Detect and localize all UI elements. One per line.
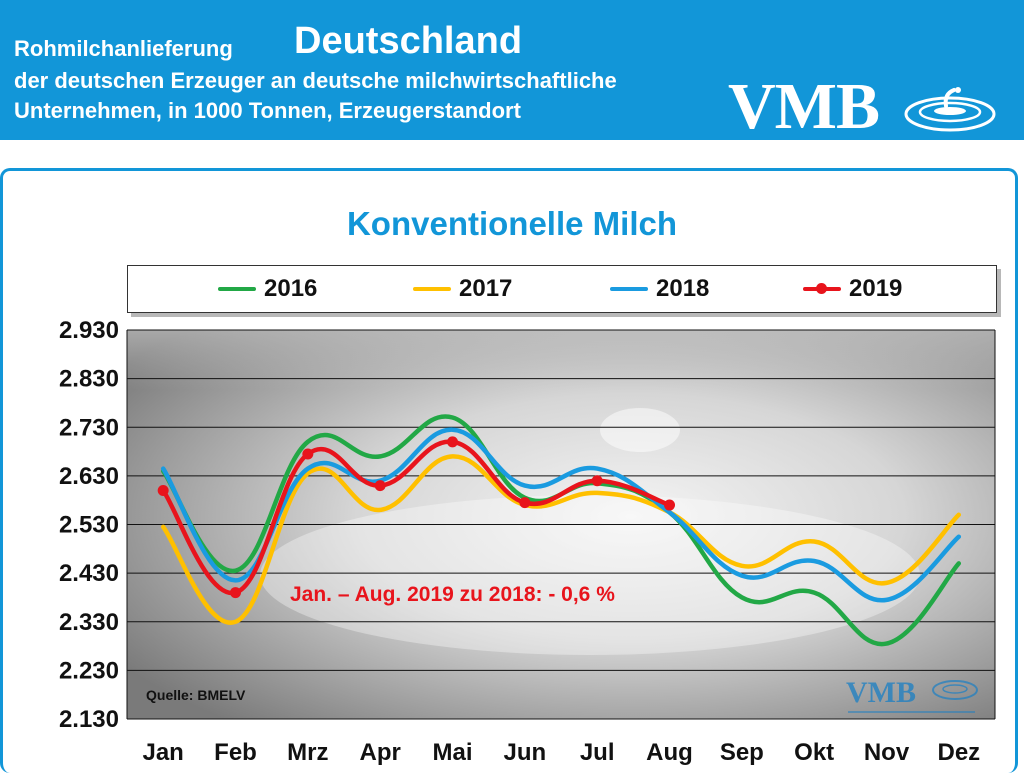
x-tick-label: Aug [646,739,693,766]
chart-legend: 2016 2017 2018 2019 [127,265,997,313]
legend-label-2019: 2019 [849,275,903,302]
point-2019 [519,497,531,509]
point-2019 [302,448,314,460]
point-2019 [230,587,241,599]
y-tick-label: 2.930 [59,317,119,344]
legend-item-2016: 2016 [218,275,318,302]
x-tick-label: Sep [720,739,764,766]
point-2019 [157,484,169,496]
y-tick-label: 2.330 [59,609,119,636]
legend-swatch-2018 [610,287,648,291]
chart-title: Konventionelle Milch [346,205,678,242]
x-tick-label: Feb [214,739,257,766]
y-tick-label: 2.130 [59,706,119,733]
x-tick-label: Mai [432,739,472,766]
series-line-2016 [160,414,962,647]
legend-swatch-2017 [413,287,451,291]
header-subtitle-line2: Unternehmen, in 1000 Tonnen, Erzeugersta… [14,98,521,123]
legend-label-2016: 2016 [264,275,318,302]
x-tick-label: Jul [580,739,615,766]
legend-label-2017: 2017 [459,275,513,302]
y-tick-label: 2.230 [59,657,119,684]
y-tick-label: 2.830 [59,366,119,393]
y-tick-label: 2.530 [59,512,119,539]
vmb-logo-text: VMB [728,70,880,143]
point-2019 [591,475,603,487]
point-2019 [447,436,458,448]
y-tick-label: 2.730 [59,414,119,441]
header-subtitle-line1: der deutschen Erzeuger an deutsche milch… [14,68,617,93]
legend-item-2018: 2018 [610,275,710,302]
series-line-2018 [160,427,962,603]
x-tick-label: Apr [359,739,400,766]
x-tick-label: Jan [142,739,183,766]
vmb-watermark: VMB [846,676,978,713]
x-tick-label: Dez [937,739,980,766]
chart-panel [0,168,1018,773]
point-2019 [374,480,386,492]
legend-item-2017: 2017 [413,275,513,302]
header-banner: Rohmilchanlieferung Deutschland der deut… [0,0,1024,140]
header-country: Deutschland [294,20,523,62]
x-tick-label: Nov [864,739,910,766]
legend-swatch-2019 [803,283,841,294]
legend-swatch-2016 [218,287,256,291]
legend-label-2018: 2018 [656,275,710,302]
header-title-prefix: Rohmilchanlieferung [14,36,233,61]
y-tick-label: 2.630 [59,463,119,490]
legend-item-2019: 2019 [803,275,903,302]
chart-source: Quelle: BMELV [146,687,246,703]
y-tick-label: 2.430 [59,560,119,587]
point-2019 [664,499,675,511]
x-tick-label: Jun [503,739,546,766]
x-tick-label: Okt [794,739,834,766]
vmb-logo-icon [904,87,996,132]
x-tick-label: Mrz [287,739,328,766]
chart-annotation: Jan. – Aug. 2019 zu 2018: - 0,6 % [290,583,615,606]
watermark-text: VMB [846,676,916,709]
